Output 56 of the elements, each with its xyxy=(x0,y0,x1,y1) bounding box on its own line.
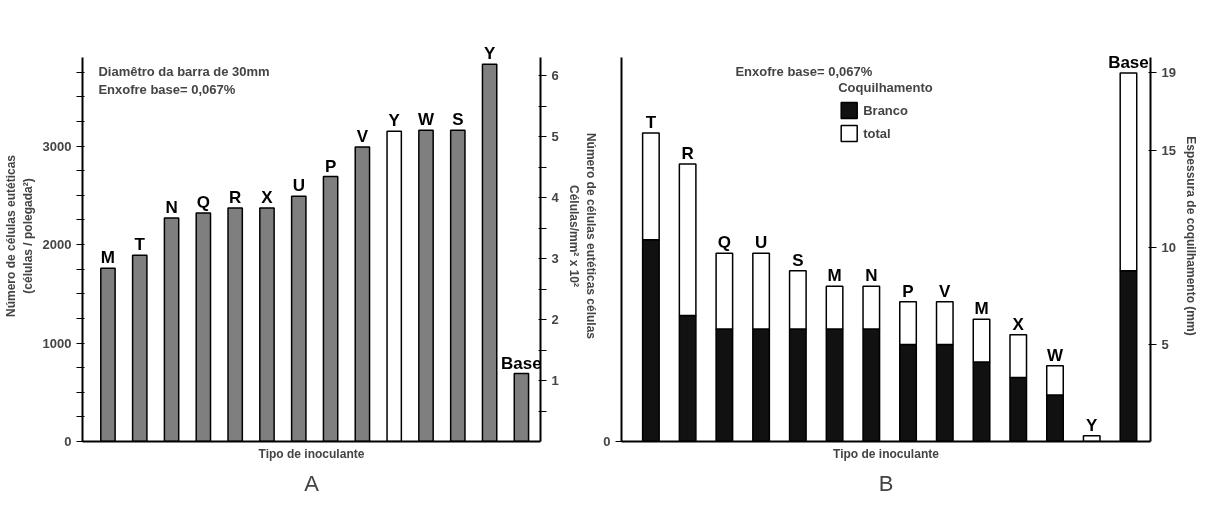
x-tick-label: M xyxy=(100,248,116,268)
x-tick-label: U xyxy=(754,233,768,253)
x-axis-title: Tipo de inoculante xyxy=(258,446,365,461)
x-tick-label: W xyxy=(417,110,435,130)
x-tick-label: P xyxy=(324,156,337,176)
x-tick-label: W xyxy=(1046,345,1064,365)
x-tick-label: S xyxy=(792,250,804,270)
text: A xyxy=(304,470,320,496)
x-tick-label: V xyxy=(939,281,952,301)
x-tick-label: P xyxy=(902,281,914,301)
x-tick-label: T xyxy=(134,235,146,255)
legend-label: Branco xyxy=(863,102,908,118)
x-tick-label: Y xyxy=(1086,415,1099,435)
text: 0 xyxy=(603,434,611,449)
y-axis-title: Número de células eutéticas (células / polegada²) xyxy=(3,154,35,318)
x-tick-label: N xyxy=(165,197,178,217)
y-tick-label: 2000 xyxy=(42,237,72,253)
y2-axis-title: Espessura de coquilhamento (mm) xyxy=(1183,136,1198,336)
legend-label: total xyxy=(863,125,891,141)
x-tick-label: M xyxy=(974,299,989,319)
y2-axis-title: Número de células eutéticas células Células/mm² x 10² xyxy=(566,132,598,340)
legend-title: Coquilhamento xyxy=(838,80,933,95)
x-tick-label: R xyxy=(681,144,694,164)
x-tick-label: R xyxy=(229,188,242,208)
annotation: Enxofre base= 0,067% xyxy=(735,64,873,80)
y-tick-label: 0 xyxy=(64,434,72,449)
x-tick-label: M xyxy=(827,266,842,286)
y2-tick-label: 3 xyxy=(551,251,559,267)
x-tick-label: Y xyxy=(483,44,496,64)
y2-tick-label: 19 xyxy=(1161,65,1176,81)
y2-tick-label: 5 xyxy=(551,129,559,145)
x-tick-label: X xyxy=(1012,314,1025,334)
x-tick-label: Base xyxy=(501,353,542,373)
x-tick-label: Base xyxy=(1108,52,1149,72)
x-tick-label: Q xyxy=(717,233,731,253)
y2-tick-label: 4 xyxy=(551,190,560,206)
x-tick-label: Y xyxy=(388,111,401,131)
text: B xyxy=(878,470,894,496)
x-tick-label: U xyxy=(292,176,305,196)
y-tick-label: 3000 xyxy=(42,138,72,154)
y2-tick-label: 10 xyxy=(1161,240,1176,255)
x-tick-label: V xyxy=(356,127,369,147)
x-tick-label: N xyxy=(865,266,878,286)
y-tick-label: 1000 xyxy=(42,335,72,351)
x-tick-label: X xyxy=(261,188,274,208)
x-tick-label: Q xyxy=(196,193,210,212)
y2-tick-label: 6 xyxy=(551,68,559,84)
y2-tick-label: 5 xyxy=(1161,337,1169,352)
x-tick-label: S xyxy=(452,110,464,130)
y2-tick-label: 15 xyxy=(1161,143,1176,159)
x-axis-title: Tipo de inoculante xyxy=(833,446,940,461)
y2-tick-label: 1 xyxy=(551,373,559,389)
annotation: Enxofre base= 0,067% xyxy=(98,82,236,98)
y2-tick-label: 2 xyxy=(551,312,559,328)
x-tick-label: T xyxy=(645,113,657,133)
annotation: Diamêtro da barra de 30mm xyxy=(98,64,270,80)
